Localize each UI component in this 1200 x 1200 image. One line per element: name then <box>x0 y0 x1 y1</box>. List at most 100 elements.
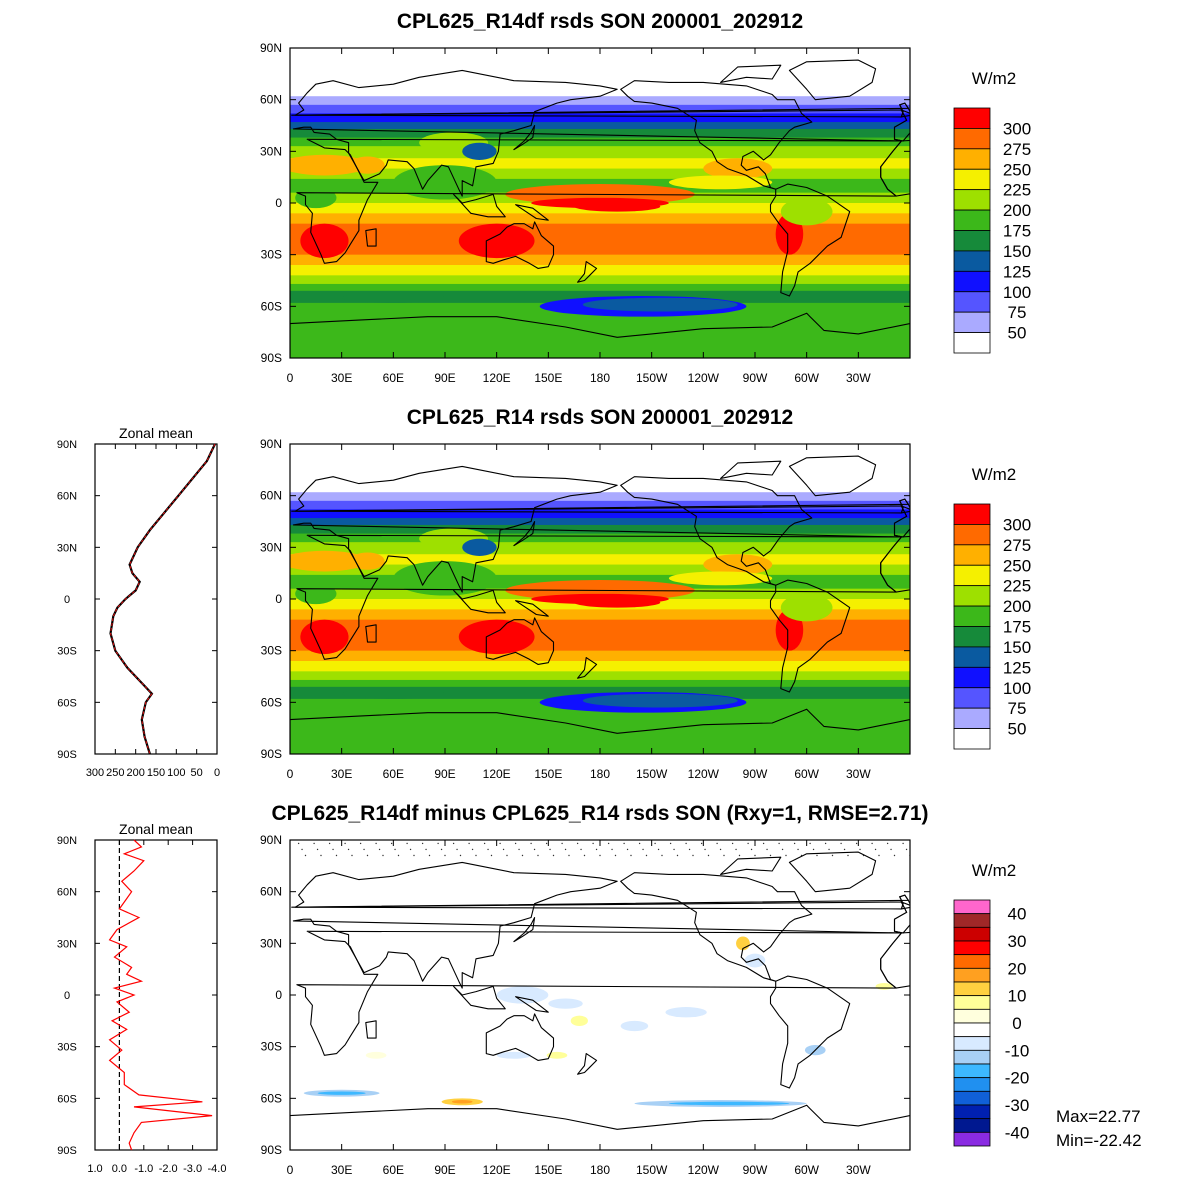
field-band <box>290 168 910 180</box>
field-band <box>290 146 910 159</box>
field-feature <box>668 1101 790 1106</box>
significance-dot <box>685 842 687 845</box>
significance-dot <box>704 848 706 851</box>
significance-dot <box>394 848 396 851</box>
significance-dot <box>502 848 505 851</box>
significance-dot <box>328 842 331 845</box>
field-feature <box>290 154 368 176</box>
colorbar-label: 50 <box>1008 324 1027 343</box>
field-band <box>290 313 910 358</box>
colorbar-swatch <box>953 981 991 997</box>
colorbar-label: -40 <box>1005 1123 1030 1142</box>
field-band <box>290 650 910 662</box>
significance-dot <box>320 854 322 857</box>
colorbar-swatch <box>953 168 991 191</box>
zonal-mean-title: Zonal mean <box>119 425 193 441</box>
colorbar-label: 10 <box>1008 987 1027 1006</box>
panel-1: CPL625_R14df rsds SON 200001_202912 0 30E 6… <box>260 10 1031 385</box>
field-band <box>290 524 910 535</box>
field-feature <box>665 1007 707 1018</box>
coastline-madagascar <box>365 228 377 247</box>
significance-dot <box>521 854 524 857</box>
field-feature <box>780 197 833 226</box>
significance-dot <box>568 854 570 857</box>
field-band <box>290 122 910 130</box>
coastline-antarctica <box>290 1104 910 1150</box>
zm-x-tick-label: 100 <box>167 767 185 779</box>
field-band <box>290 492 910 502</box>
colorbar-swatch <box>953 1077 991 1092</box>
colorbar-swatch <box>953 687 991 709</box>
colorbar-label: 175 <box>1003 618 1031 637</box>
field-feature <box>341 292 446 303</box>
significance-dot <box>750 848 753 851</box>
zm-y-tick-label: 90N <box>57 835 77 847</box>
significance-dot <box>406 842 408 845</box>
significance-dot <box>347 848 350 851</box>
significance-dot <box>673 848 675 851</box>
panel-title: CPL625_R14df rsds SON 200001_202912 <box>397 10 803 33</box>
coastline-eurasia <box>292 465 908 593</box>
x-tick-label: 90W <box>743 1163 768 1177</box>
coastline-madagascar <box>365 624 377 643</box>
x-tick-label: 120W <box>688 767 720 781</box>
significance-dot <box>595 848 598 851</box>
significance-dot <box>487 848 489 851</box>
significance-dot <box>552 854 555 857</box>
significance-dot <box>421 842 424 845</box>
stat-max: Max=22.77 <box>1056 1107 1141 1126</box>
y-tick-label: 30S <box>261 644 282 658</box>
field-band <box>290 275 910 285</box>
x-tick-label: 120E <box>483 1163 511 1177</box>
coastline-australia <box>485 221 555 269</box>
significance-dot <box>645 854 648 857</box>
field-feature <box>341 688 446 699</box>
colorbar-swatch <box>953 524 991 546</box>
significance-dot <box>382 854 384 857</box>
significance-dot <box>332 848 334 851</box>
zm-x-tick-label: 0.0 <box>112 1163 127 1175</box>
y-tick-label: 90N <box>260 437 282 451</box>
field-feature <box>458 223 535 259</box>
significance-dot <box>483 842 486 845</box>
field-feature <box>458 619 535 655</box>
colorbar-units: W/m2 <box>972 69 1016 88</box>
field-feature <box>290 550 368 572</box>
field-band <box>290 213 910 225</box>
coastline-uk-wrap <box>898 894 910 910</box>
field-feature <box>574 201 661 212</box>
field-band <box>290 48 910 97</box>
field-feature <box>668 175 773 190</box>
colorbar-swatch <box>953 189 991 211</box>
y-tick-label: 90S <box>261 1143 282 1157</box>
colorbar-swatch <box>953 646 991 668</box>
significance-dot <box>797 848 799 851</box>
colorbar-swatch <box>953 1104 991 1120</box>
significance-dot <box>809 842 811 845</box>
colorbar-label: 50 <box>1008 720 1027 739</box>
field-feature <box>582 693 738 708</box>
colorbar-label: -10 <box>1005 1041 1030 1060</box>
x-tick-label: 60W <box>794 767 819 781</box>
zm-x-tick-label: 0 <box>214 767 220 779</box>
zm-x-tick-label: -1.0 <box>134 1163 153 1175</box>
significance-dot <box>549 848 551 851</box>
significance-dot <box>533 848 536 851</box>
zm-y-tick-label: 60S <box>57 697 77 709</box>
field-feature <box>295 583 337 605</box>
significance-dot <box>444 854 446 857</box>
y-tick-label: 30S <box>261 248 282 262</box>
x-tick-label: 90E <box>434 1163 455 1177</box>
significance-dot <box>592 842 594 845</box>
colorbar-label: 30 <box>1008 932 1027 951</box>
significance-dot <box>561 842 563 845</box>
significance-dot <box>700 842 703 845</box>
colorbar-swatch <box>953 585 991 607</box>
x-tick-label: 90W <box>743 767 768 781</box>
coastline-eurasia <box>292 861 908 989</box>
significance-dot <box>409 848 412 851</box>
significance-dot <box>583 854 586 857</box>
significance-dot <box>902 842 904 845</box>
significance-dot <box>669 842 672 845</box>
x-tick-label: 180 <box>590 1163 610 1177</box>
